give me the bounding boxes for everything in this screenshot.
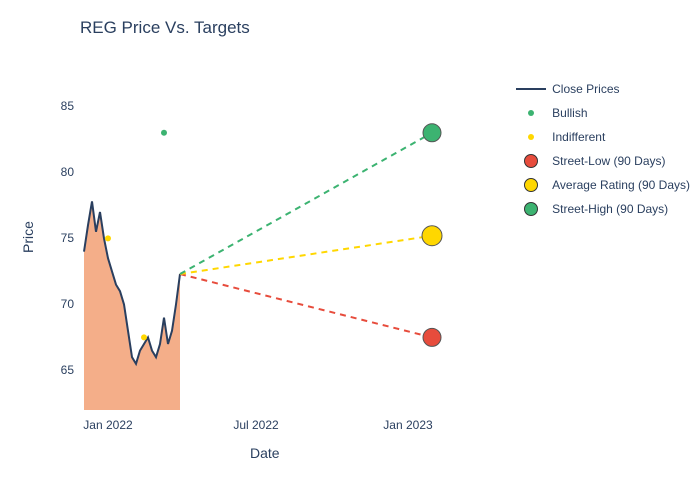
chart-title: REG Price Vs. Targets <box>80 18 250 38</box>
legend-label: Street-Low (90 Days) <box>552 154 665 168</box>
legend-item: Indifferent <box>516 128 690 146</box>
legend-item: Street-High (90 Days) <box>516 200 690 218</box>
y-tick: 65 <box>44 363 74 377</box>
bullish-point <box>161 130 167 136</box>
legend: Close Prices Bullish Indifferent Street-Low… <box>516 80 690 224</box>
legend-big-dot-icon <box>524 178 538 192</box>
legend-label: Average Rating (90 Days) <box>552 178 690 192</box>
x-tick: Jan 2023 <box>383 418 432 432</box>
legend-label: Indifferent <box>552 130 605 144</box>
legend-item: Street-Low (90 Days) <box>516 152 690 170</box>
legend-big-dot-icon <box>524 154 538 168</box>
x-tick: Jul 2022 <box>233 418 278 432</box>
plot-area <box>80 80 480 410</box>
y-tick: 75 <box>44 231 74 245</box>
indifferent-point-0 <box>105 235 111 241</box>
y-axis-label: Price <box>20 221 36 253</box>
street_low-projection <box>180 274 432 337</box>
x-axis-label: Date <box>250 445 280 461</box>
average-projection <box>180 236 432 274</box>
street_high-projection <box>180 133 432 274</box>
y-tick: 80 <box>44 165 74 179</box>
y-tick: 70 <box>44 297 74 311</box>
legend-dot-icon <box>528 134 534 140</box>
chart-svg <box>80 80 480 410</box>
chart-container: REG Price Vs. Targets Price Date 65 70 75 8… <box>0 0 700 500</box>
average-target <box>422 226 442 246</box>
legend-label: Close Prices <box>552 82 619 96</box>
indifferent-point-1 <box>141 334 147 340</box>
legend-big-dot-icon <box>524 202 538 216</box>
legend-line-icon <box>516 88 546 90</box>
street_low-target <box>423 328 441 346</box>
legend-dot-icon <box>528 110 534 116</box>
street_high-target <box>423 124 441 142</box>
x-tick: Jan 2022 <box>83 418 132 432</box>
legend-item: Close Prices <box>516 80 690 98</box>
y-tick: 85 <box>44 99 74 113</box>
legend-label: Street-High (90 Days) <box>552 202 668 216</box>
area-fill <box>84 201 180 410</box>
legend-item: Bullish <box>516 104 690 122</box>
legend-label: Bullish <box>552 106 587 120</box>
legend-item: Average Rating (90 Days) <box>516 176 690 194</box>
